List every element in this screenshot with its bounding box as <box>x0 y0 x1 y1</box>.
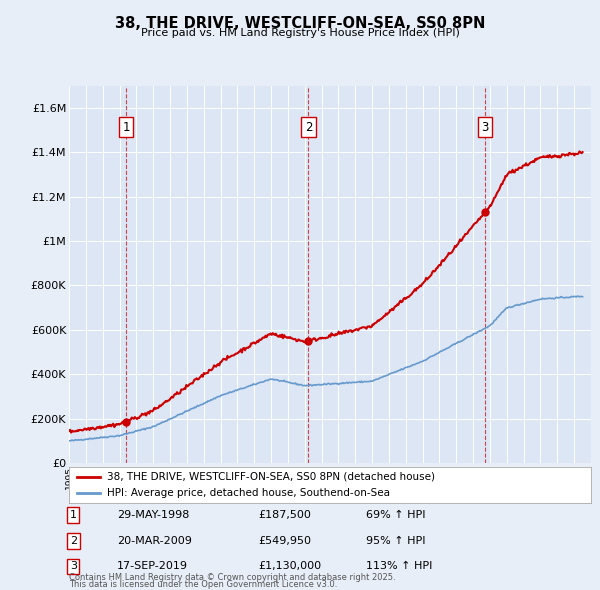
Text: 113% ↑ HPI: 113% ↑ HPI <box>366 562 433 571</box>
Text: 38, THE DRIVE, WESTCLIFF-ON-SEA, SS0 8PN: 38, THE DRIVE, WESTCLIFF-ON-SEA, SS0 8PN <box>115 16 485 31</box>
Text: £187,500: £187,500 <box>258 510 311 520</box>
Text: 38, THE DRIVE, WESTCLIFF-ON-SEA, SS0 8PN (detached house): 38, THE DRIVE, WESTCLIFF-ON-SEA, SS0 8PN… <box>107 472 434 482</box>
Text: 1: 1 <box>122 120 130 133</box>
Text: 20-MAR-2009: 20-MAR-2009 <box>117 536 192 546</box>
Text: 2: 2 <box>305 120 312 133</box>
Text: 2: 2 <box>70 536 77 546</box>
Text: £549,950: £549,950 <box>258 536 311 546</box>
Text: 95% ↑ HPI: 95% ↑ HPI <box>366 536 425 546</box>
Text: 3: 3 <box>70 562 77 571</box>
Text: This data is licensed under the Open Government Licence v3.0.: This data is licensed under the Open Gov… <box>69 580 337 589</box>
Text: 69% ↑ HPI: 69% ↑ HPI <box>366 510 425 520</box>
Text: HPI: Average price, detached house, Southend-on-Sea: HPI: Average price, detached house, Sout… <box>107 488 389 498</box>
Text: 3: 3 <box>481 120 489 133</box>
Text: Price paid vs. HM Land Registry's House Price Index (HPI): Price paid vs. HM Land Registry's House … <box>140 28 460 38</box>
Text: 1: 1 <box>70 510 77 520</box>
Text: 29-MAY-1998: 29-MAY-1998 <box>117 510 190 520</box>
Text: 17-SEP-2019: 17-SEP-2019 <box>117 562 188 571</box>
Text: £1,130,000: £1,130,000 <box>258 562 321 571</box>
Text: Contains HM Land Registry data © Crown copyright and database right 2025.: Contains HM Land Registry data © Crown c… <box>69 573 395 582</box>
